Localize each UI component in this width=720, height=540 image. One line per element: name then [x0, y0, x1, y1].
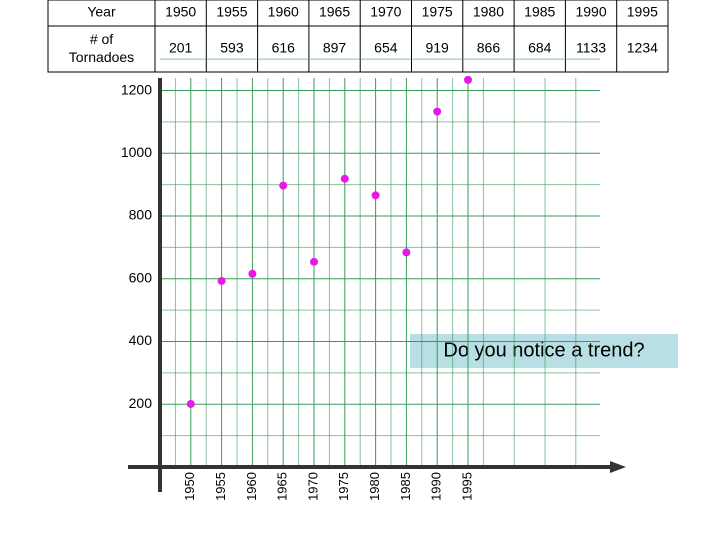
table-year: 1955: [216, 4, 247, 20]
point: [310, 257, 318, 266]
point: [340, 174, 349, 183]
y-tick-label: 800: [129, 207, 153, 223]
point: [248, 269, 257, 278]
table-count: 684: [528, 40, 552, 56]
table-border: [47, 0, 669, 73]
table-count: 1234: [627, 40, 658, 56]
x-tick-label: 1955: [213, 472, 228, 501]
table-count: 593: [220, 40, 244, 56]
x-tick-label: 1995: [459, 472, 474, 501]
point: [464, 75, 472, 84]
y-tick-label: 1200: [121, 81, 152, 97]
annotation: Do you notice a trend?: [443, 339, 644, 361]
y-tick-label: 400: [129, 332, 153, 348]
point: [402, 248, 411, 257]
table-count: 654: [374, 40, 398, 56]
y-tick-label: 600: [129, 269, 153, 285]
y-tick-label: 200: [129, 395, 153, 411]
annotation-box: [410, 334, 678, 368]
x-tick-label: 1985: [398, 472, 413, 501]
x-axis-arrow: [610, 461, 626, 473]
table-count: 201: [169, 40, 193, 56]
table-count: 616: [272, 40, 296, 56]
table-year: 1970: [370, 4, 401, 20]
table-year: 1965: [319, 4, 350, 20]
x-tick-label: 1965: [275, 472, 290, 501]
point: [371, 191, 380, 200]
row-header: Year: [87, 4, 116, 20]
x-tick-label: 1980: [367, 472, 382, 501]
table-count: 1133: [576, 40, 606, 56]
x-tick-label: 1970: [305, 472, 320, 501]
table-count: 897: [323, 40, 347, 56]
point: [186, 399, 195, 408]
point: [217, 276, 226, 285]
table-year: 1990: [575, 4, 606, 20]
row-header: # of Tornadoes: [69, 31, 134, 65]
x-tick-label: 1960: [244, 472, 259, 501]
x-tick-label: 1975: [336, 472, 351, 501]
x-tick-label: 1950: [182, 472, 197, 501]
table-count: 866: [477, 40, 501, 56]
y-tick-label: 1000: [121, 144, 152, 160]
table-count: 919: [425, 40, 449, 56]
point: [433, 107, 442, 116]
point: [279, 181, 288, 190]
table-year: 1985: [524, 4, 555, 20]
table-year: 1980: [473, 4, 504, 20]
table-year: 1995: [627, 4, 658, 20]
table-year: 1975: [422, 4, 453, 20]
x-tick-label: 1990: [429, 472, 444, 501]
table-year: 1960: [268, 4, 299, 20]
table-year: 1950: [165, 4, 196, 20]
